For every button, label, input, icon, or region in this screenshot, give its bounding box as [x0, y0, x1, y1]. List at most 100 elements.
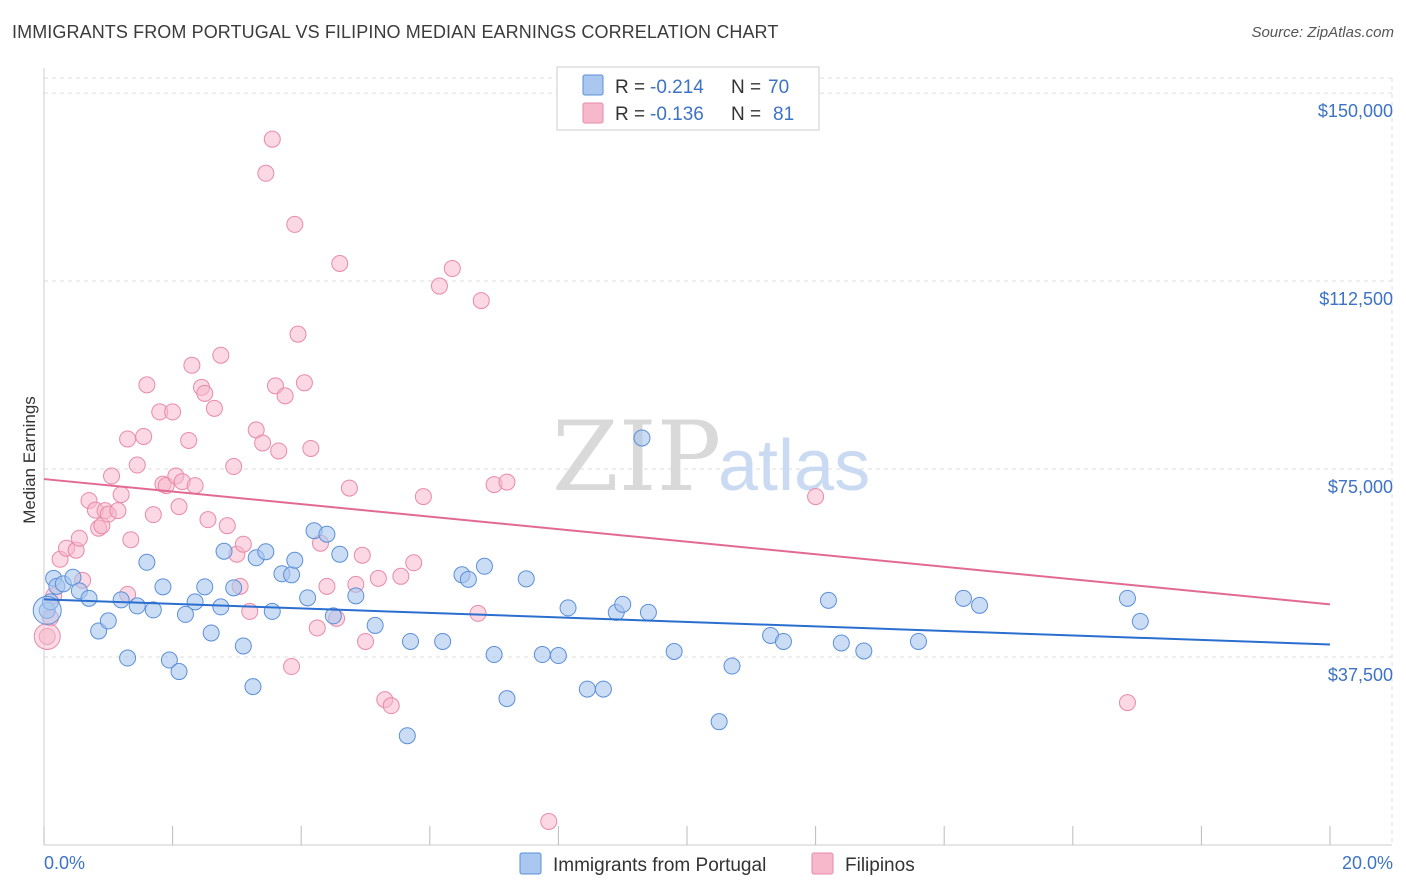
filipinos-point: [302, 439, 320, 457]
filipinos-point: [103, 467, 121, 485]
portugal-point: [559, 599, 577, 617]
bottom-legend-label-filipinos: Filipinos: [845, 855, 915, 876]
x-tick-label: 20.0%: [1342, 853, 1393, 873]
portugal-point: [633, 429, 651, 447]
filipinos-point: [443, 260, 461, 278]
legend-swatch-filipinos: [582, 102, 604, 124]
bottom-legend-swatch-portugal: [519, 852, 542, 875]
watermark-atlas-text: atlas: [718, 426, 870, 506]
filipinos-point: [205, 399, 223, 417]
portugal-point: [533, 646, 551, 664]
filipinos-point: [128, 456, 146, 474]
portugal-point: [398, 727, 416, 745]
legend-n-label: N =: [731, 77, 761, 98]
filipinos-point: [295, 374, 313, 392]
portugal-point: [819, 591, 837, 609]
filipinos-point: [807, 488, 825, 506]
filipinos-point: [498, 473, 516, 491]
portugal-point: [112, 591, 130, 609]
filipinos-point: [138, 376, 156, 394]
portugal-point: [154, 578, 172, 596]
portugal-point: [1118, 589, 1136, 607]
portugal-point: [475, 557, 493, 575]
portugal-point: [459, 570, 477, 588]
portugal-point: [283, 566, 301, 584]
portugal-point: [665, 643, 683, 661]
filipinos-point: [112, 486, 130, 504]
filipinos-point: [144, 506, 162, 524]
filipinos-point: [1118, 694, 1136, 712]
y-tick-label: $150,000: [1318, 101, 1393, 121]
portugal-points: [32, 429, 1149, 745]
portugal-point: [855, 642, 873, 660]
filipinos-point: [122, 531, 140, 549]
portugal-point: [299, 589, 317, 607]
portugal-trend-line: [43, 598, 1331, 646]
portugal-point: [99, 612, 117, 630]
x-tick-label: 0.0%: [44, 853, 85, 873]
filipinos-point: [33, 622, 61, 650]
portugal-point: [434, 632, 452, 650]
portugal-point: [832, 634, 850, 652]
y-tick-label: $75,000: [1328, 477, 1393, 497]
portugal-point: [186, 593, 204, 611]
portugal-point: [138, 553, 156, 571]
bottom-legend-swatch-filipinos: [811, 852, 834, 875]
portugal-point: [485, 646, 503, 664]
portugal-point: [971, 596, 989, 614]
filipinos-point: [212, 346, 230, 364]
portugal-point: [318, 525, 336, 543]
filipinos-point: [199, 511, 217, 529]
portugal-point: [549, 647, 567, 665]
filipinos-point: [472, 292, 490, 310]
portugal-point: [954, 589, 972, 607]
portugal-point: [215, 542, 233, 560]
filipinos-point: [308, 619, 326, 637]
filipinos-point: [430, 277, 448, 295]
filipinos-point: [170, 498, 188, 516]
filipinos-point: [540, 812, 558, 830]
portugal-point: [331, 545, 349, 563]
chart-title: IMMIGRANTS FROM PORTUGAL VS FILIPINO MED…: [12, 22, 779, 42]
legend-n-label: N =: [731, 104, 761, 125]
filipinos-points: [33, 130, 1136, 830]
portugal-point: [202, 624, 220, 642]
portugal-point: [196, 578, 214, 596]
portugal-point: [286, 551, 304, 569]
portugal-point: [324, 607, 342, 625]
filipinos-point: [331, 255, 349, 273]
portugal-point: [263, 602, 281, 620]
portugal-point: [244, 678, 262, 696]
filipinos-point: [119, 430, 137, 448]
portugal-point: [578, 680, 596, 698]
legend-r-value: -0.136: [650, 104, 704, 125]
portugal-point: [234, 637, 252, 655]
portugal-point: [614, 595, 632, 613]
portugal-point: [1131, 612, 1149, 630]
portugal-point: [128, 597, 146, 615]
portugal-point: [517, 570, 535, 588]
y-tick-label: $37,500: [1328, 665, 1393, 685]
y-tick-label: $112,500: [1319, 289, 1393, 309]
portugal-point: [176, 605, 194, 623]
portugal-point: [257, 543, 275, 561]
bottom-legend: Immigrants from Portugal Filipinos: [519, 852, 915, 876]
portugal-point: [225, 579, 243, 597]
filipinos-point: [164, 403, 182, 421]
legend-swatch-portugal: [582, 74, 604, 96]
y-axis-label: Median Earnings: [20, 396, 39, 524]
filipinos-point: [263, 130, 281, 148]
filipinos-point: [283, 658, 301, 676]
filipinos-point: [286, 215, 304, 233]
bottom-legend-label-portugal: Immigrants from Portugal: [553, 855, 766, 876]
filipinos-point: [414, 488, 432, 506]
portugal-point: [347, 587, 365, 605]
portugal-point: [594, 680, 612, 698]
filipinos-point: [218, 517, 236, 535]
legend-n-value: 70: [768, 77, 789, 98]
filipinos-point: [254, 434, 272, 452]
axes: $37,500 $75,000 $112,500 $150,000 0.0% 20.0%: [43, 68, 1393, 873]
legend-r-value: -0.214: [650, 77, 704, 98]
legend-n-value: 81: [773, 104, 794, 125]
